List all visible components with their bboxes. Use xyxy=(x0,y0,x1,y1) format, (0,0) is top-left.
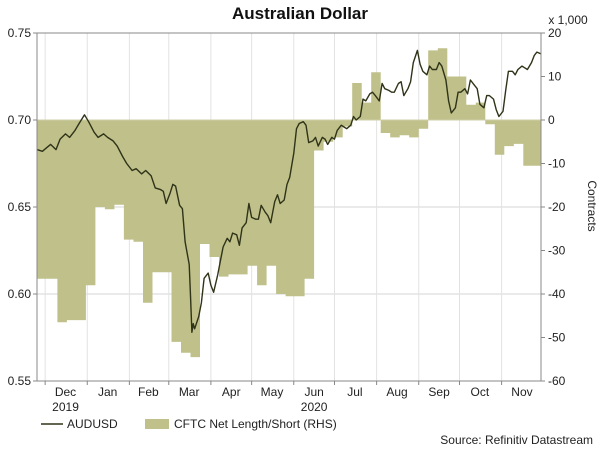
month-label: Jan xyxy=(98,385,117,399)
left-tick-label: 0.55 xyxy=(8,374,32,388)
year-label: 2019 xyxy=(52,400,79,414)
month-label: Jul xyxy=(347,385,362,399)
chart-title: Australian Dollar xyxy=(232,4,368,23)
audusd-series xyxy=(36,49,542,333)
month-label: Feb xyxy=(138,385,159,399)
right-tick-label: -40 xyxy=(548,287,566,301)
month-label: Mar xyxy=(179,385,200,399)
right-tick-label: -10 xyxy=(548,157,566,171)
cftc-area xyxy=(37,48,541,358)
axes: 0.55 0.60 0.65 0.70 0.75 -60 -50 -40 -30 -20 -10 0 1… xyxy=(8,26,566,414)
right-tick-label: 0 xyxy=(548,113,555,127)
right-tick-label: -50 xyxy=(548,331,566,345)
left-tick-label: 0.65 xyxy=(8,200,32,214)
legend-label-audusd: AUDUSD xyxy=(67,417,118,431)
right-axis-title: Contracts xyxy=(585,180,599,231)
month-label: Jun xyxy=(304,385,323,399)
legend-swatch-cftc xyxy=(145,419,169,429)
left-tick-label: 0.70 xyxy=(8,113,32,127)
right-tick-label: 20 xyxy=(548,26,562,40)
left-tick-label: 0.60 xyxy=(8,287,32,301)
chart-source: Source: Refinitiv Datastream xyxy=(440,433,593,447)
right-tick-label: -20 xyxy=(548,200,566,214)
right-axis-multiplier: x 1,000 xyxy=(548,13,588,27)
month-label: Apr xyxy=(222,385,241,399)
right-tick-label: -60 xyxy=(548,374,566,388)
month-label: Aug xyxy=(386,385,407,399)
audusd-line xyxy=(36,49,542,333)
month-label: May xyxy=(261,385,284,399)
month-label: Nov xyxy=(511,385,532,399)
cftc-series xyxy=(37,48,541,358)
left-tick-label: 0.75 xyxy=(8,26,32,40)
legend: AUDUSD CFTC Net Length/Short (RHS) xyxy=(41,417,337,431)
year-label: 2020 xyxy=(301,400,328,414)
month-label: Sep xyxy=(428,385,450,399)
legend-label-cftc: CFTC Net Length/Short (RHS) xyxy=(174,417,337,431)
right-tick-label: -30 xyxy=(548,244,566,258)
right-tick-label: 10 xyxy=(548,70,562,84)
month-label: Dec xyxy=(55,385,76,399)
month-label: Oct xyxy=(471,385,490,399)
